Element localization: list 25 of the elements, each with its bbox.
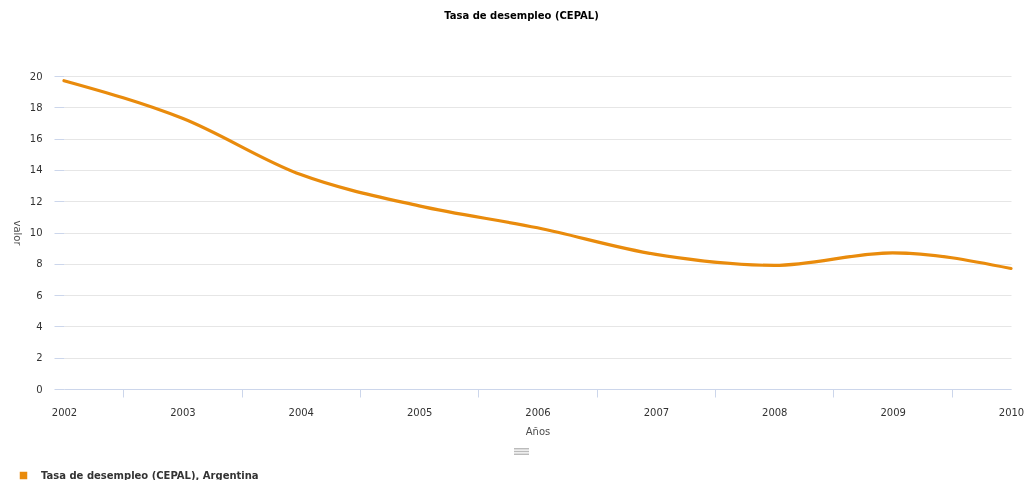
x-tick-label: 2008	[762, 406, 788, 418]
chart-title: Tasa de desempleo (CEPAL)	[444, 10, 599, 21]
y-tick-label: 0	[36, 383, 43, 395]
y-tick-label: 4	[36, 320, 43, 332]
x-tick-label: 2010	[998, 406, 1025, 418]
y-tick-label: 12	[29, 195, 43, 207]
x-tick-label: 2007	[643, 406, 670, 418]
y-axis-title: valor	[11, 220, 23, 247]
y-tick-label: 6	[36, 289, 43, 301]
x-tick-label: 2002	[51, 406, 78, 418]
x-tick-label: 2003	[170, 406, 196, 418]
x-tick-label: 2006	[525, 406, 551, 418]
y-tick-label: 16	[29, 133, 43, 145]
y-tick-label: 8	[36, 258, 43, 270]
x-tick-label: 2005	[406, 406, 433, 418]
y-tick-label: 10	[29, 227, 43, 238]
y-tick-label: 20	[29, 70, 43, 82]
y-tick-label: 2	[36, 352, 43, 364]
line-series	[62, 79, 1013, 271]
x-tick-label: 2004	[288, 406, 314, 418]
x-tick-label: 2009	[880, 406, 906, 418]
y-tick-label: 14	[29, 164, 43, 176]
x-axis-title: Años	[525, 425, 551, 437]
y-tick-label: 18	[29, 101, 43, 113]
legend-label: Tasa de desempleo (CEPAL), Argentina	[41, 469, 259, 480]
